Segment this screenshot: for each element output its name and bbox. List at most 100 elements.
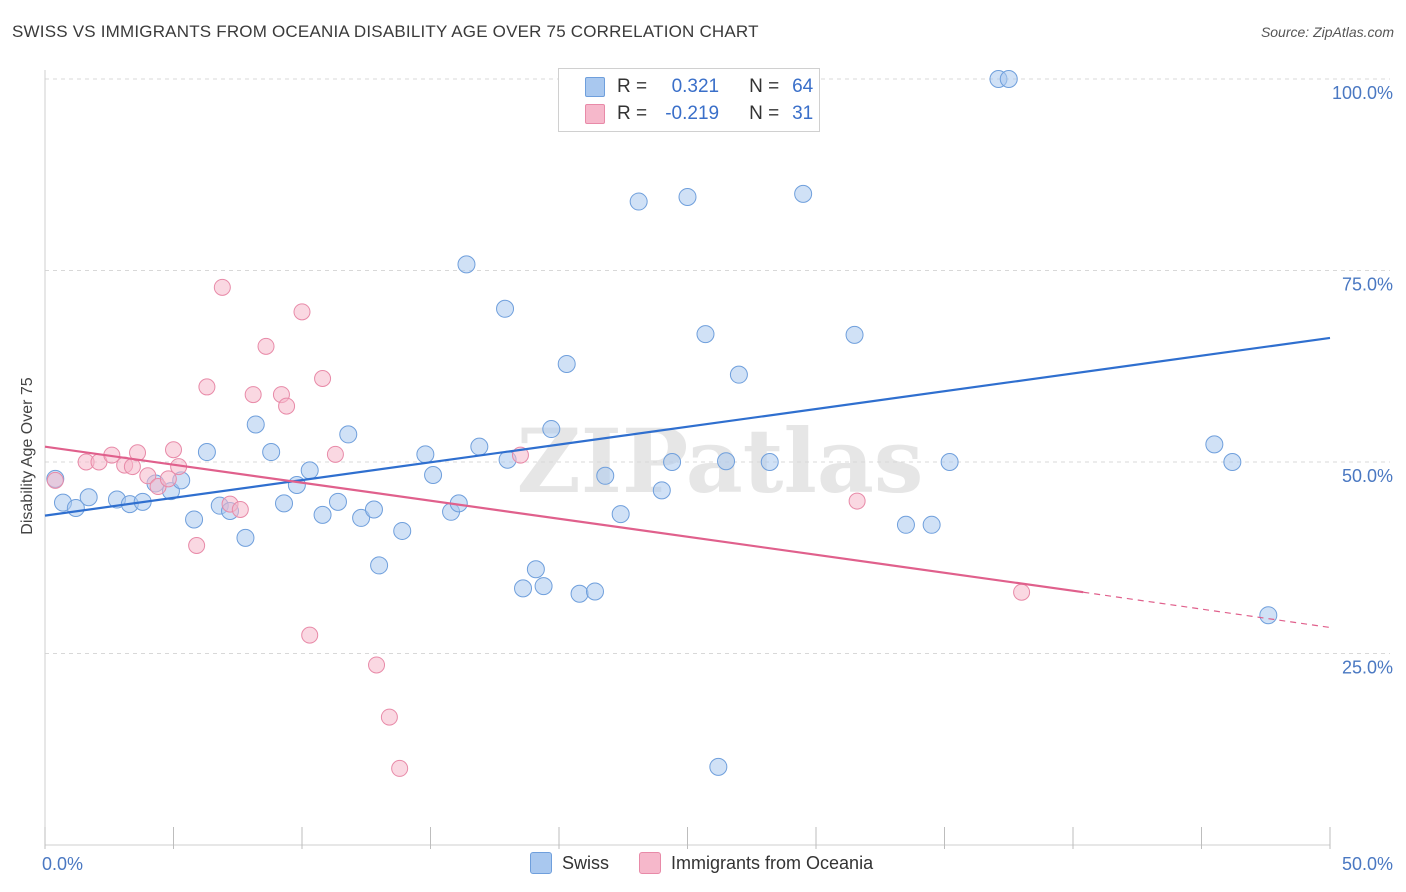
oceania-point — [231, 500, 249, 518]
legend-row-oceania: R = -0.219 N = 31 — [559, 101, 813, 127]
oceania-point — [293, 303, 311, 321]
swiss-point — [262, 443, 281, 462]
swiss-point — [339, 425, 358, 444]
oceania-point — [314, 370, 332, 388]
y-tick-label: 75.0% — [1342, 275, 1393, 295]
swiss-point — [313, 505, 332, 524]
oceania-point — [380, 708, 398, 726]
oceania-point — [257, 337, 275, 355]
x-tick-label: 50.0% — [1342, 854, 1393, 874]
oceania-point — [188, 536, 206, 554]
oceania-point — [244, 386, 262, 404]
swiss-point — [457, 255, 476, 274]
swiss-point — [999, 70, 1018, 88]
source-label: Source: ZipAtlas.com — [1260, 24, 1394, 40]
swiss-point — [794, 184, 813, 203]
swiss-point — [922, 515, 941, 534]
swiss-point — [79, 488, 98, 507]
swiss-point — [275, 494, 294, 513]
swiss-point — [570, 584, 589, 603]
bottom-legend: Swiss Immigrants from Oceania — [530, 852, 903, 874]
oceania-trend-line — [44, 445, 1084, 594]
y-tick-label: 50.0% — [1342, 466, 1393, 486]
bottom-legend-swiss: Swiss — [530, 852, 609, 874]
bottom-legend-label-oceania: Immigrants from Oceania — [671, 852, 874, 873]
swiss-point — [940, 453, 959, 471]
swiss-point — [652, 481, 671, 500]
swiss-point — [185, 510, 204, 529]
swiss-point — [585, 582, 604, 601]
oceania-point — [213, 278, 231, 296]
swiss-point — [496, 299, 515, 318]
oceania-point — [139, 467, 157, 485]
bottom-legend-label-swiss: Swiss — [562, 852, 610, 873]
oceania-point — [198, 378, 216, 396]
oceania-point — [46, 471, 64, 489]
legend-row-swiss: R = 0.321 N = 64 — [559, 74, 813, 100]
swiss-point — [557, 354, 576, 373]
oceania-point — [848, 492, 866, 510]
oceania-point — [165, 441, 182, 459]
legend-r-label: R = — [617, 103, 648, 124]
swiss-point — [542, 420, 561, 439]
legend-swatch-swiss — [585, 77, 605, 97]
swiss-point — [709, 757, 728, 776]
oceania-point — [391, 759, 409, 777]
bottom-legend-swatch-oceania — [639, 852, 662, 874]
y-tick-label: 25.0% — [1342, 658, 1393, 678]
swiss-point — [197, 443, 216, 462]
oceania-point — [301, 626, 319, 644]
bottom-legend-oceania: Immigrants from Oceania — [639, 852, 873, 874]
swiss-point — [696, 325, 715, 344]
oceania-trend-extension — [1083, 591, 1331, 629]
swiss-point — [364, 500, 383, 519]
swiss-trend-line — [44, 336, 1331, 517]
swiss-point — [717, 452, 736, 471]
swiss-point — [300, 461, 319, 480]
legend: R = 0.321 N = 64 R = -0.219 N = 31 — [558, 68, 820, 132]
swiss-point — [1223, 453, 1242, 471]
swiss-point — [611, 505, 630, 524]
bottom-legend-swatch-swiss — [530, 852, 552, 874]
swiss-point — [424, 466, 443, 485]
swiss-point — [760, 453, 779, 471]
swiss-point — [416, 445, 435, 464]
oceania-point — [278, 397, 296, 415]
chart-title: SWISS VS IMMIGRANTS FROM OCEANIA DISABIL… — [12, 22, 759, 41]
swiss-point — [678, 187, 697, 206]
oceania-point — [1013, 583, 1031, 601]
legend-n-label: N = — [749, 76, 780, 97]
y-tick-label: 100.0% — [1332, 83, 1393, 103]
swiss-point — [393, 521, 412, 540]
swiss-point — [526, 560, 545, 579]
legend-swatch-oceania — [585, 104, 605, 124]
oceania-point — [159, 470, 177, 488]
legend-r-value: -0.219 — [665, 103, 720, 124]
legend-r-value: 0.321 — [671, 76, 720, 97]
swiss-point — [663, 453, 682, 471]
swiss-point — [1259, 606, 1278, 625]
swiss-point — [896, 515, 915, 534]
swiss-point — [1205, 435, 1224, 454]
swiss-point — [370, 556, 389, 575]
swiss-point — [845, 325, 864, 344]
swiss-point — [328, 492, 347, 511]
swiss-point — [596, 466, 615, 485]
oceania-point — [129, 444, 147, 462]
swiss-point — [729, 365, 748, 384]
x-tick-label: 0.0% — [42, 854, 83, 874]
swiss-point — [534, 577, 553, 596]
swiss-point — [236, 528, 255, 547]
swiss-point — [352, 508, 371, 527]
swiss-point — [246, 415, 265, 434]
swiss-point — [514, 579, 533, 598]
legend-n-label: N = — [749, 103, 780, 124]
legend-n-value: 31 — [792, 103, 814, 124]
legend-r-label: R = — [617, 76, 648, 97]
swiss-point — [470, 437, 489, 456]
swiss-point — [629, 192, 648, 211]
oceania-point — [326, 445, 344, 463]
oceania-point — [368, 656, 386, 674]
legend-n-value: 64 — [792, 76, 814, 97]
